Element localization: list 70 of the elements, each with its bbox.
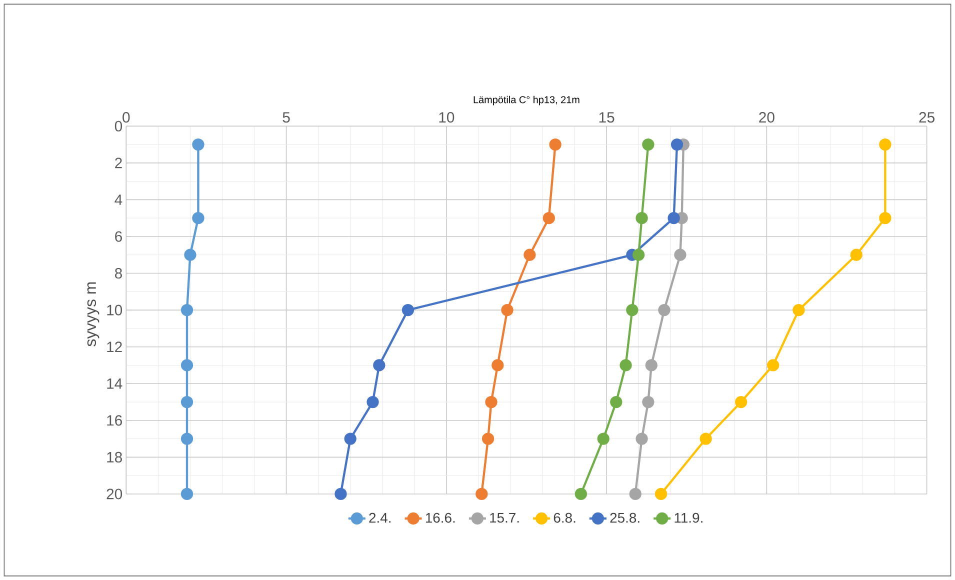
point (373, 359, 386, 372)
point (642, 396, 654, 408)
point (501, 304, 514, 316)
y-tick-label: 10 (107, 304, 122, 316)
y-tick-label: 20 (106, 488, 122, 500)
point (879, 212, 892, 224)
y-tick-label: 0 (114, 120, 122, 132)
legend-label: 16.6. (426, 512, 455, 523)
point (402, 304, 414, 316)
point (642, 138, 654, 151)
point (767, 359, 780, 372)
point (180, 488, 194, 500)
y-tick-label: 2 (115, 158, 122, 168)
point (670, 138, 684, 151)
point (610, 396, 622, 408)
y-axis-title: syvyys m (87, 282, 100, 346)
y-tick-label: 18 (107, 452, 122, 462)
legend-label: 2.4. (369, 512, 390, 523)
point (645, 359, 658, 372)
y-tick-label: 4 (114, 194, 122, 205)
point (636, 212, 648, 224)
point (549, 138, 562, 151)
point (334, 488, 347, 500)
point (192, 138, 204, 151)
point (626, 304, 638, 316)
point (574, 488, 588, 500)
point (597, 432, 610, 445)
y-tick-label: 8 (114, 268, 122, 278)
x-tick-label: 10 (439, 112, 454, 123)
point (180, 359, 194, 372)
point (700, 432, 712, 445)
legend-label: 25.8. (610, 512, 640, 523)
point (366, 396, 379, 408)
point (492, 359, 504, 372)
point (476, 488, 488, 500)
point (184, 248, 196, 261)
point (674, 248, 686, 261)
x-tick-label: 25 (919, 112, 934, 123)
point (620, 359, 632, 372)
y-tick-label: 16 (107, 415, 122, 426)
point (524, 248, 536, 261)
point (344, 432, 356, 445)
y-tick-label: 6 (115, 231, 122, 242)
point (658, 304, 670, 316)
point (629, 488, 642, 500)
point (192, 212, 204, 224)
point (792, 304, 805, 316)
point (734, 396, 748, 408)
x-tick-label: 5 (282, 112, 290, 123)
legend-label: 15.7. (490, 512, 519, 523)
point (180, 396, 194, 408)
point (485, 396, 498, 408)
point (654, 488, 668, 500)
x-tick-label: 0 (122, 112, 130, 123)
point (850, 248, 862, 261)
point (636, 432, 648, 445)
y-tick-label: 12 (107, 342, 122, 352)
point (482, 432, 494, 445)
x-axis-title: Lämpötila C° hp13, 21m (474, 96, 580, 106)
x-tick-label: 15 (599, 112, 614, 123)
legend-label: 6.8. (554, 512, 576, 523)
x-tick-label: 20 (759, 112, 774, 123)
point (632, 248, 645, 261)
legend-label: 11.9. (674, 512, 702, 523)
point (879, 138, 892, 151)
point (180, 432, 194, 445)
point (180, 304, 194, 316)
point (668, 212, 680, 224)
y-tick-label: 14 (107, 378, 122, 389)
point (542, 212, 555, 224)
